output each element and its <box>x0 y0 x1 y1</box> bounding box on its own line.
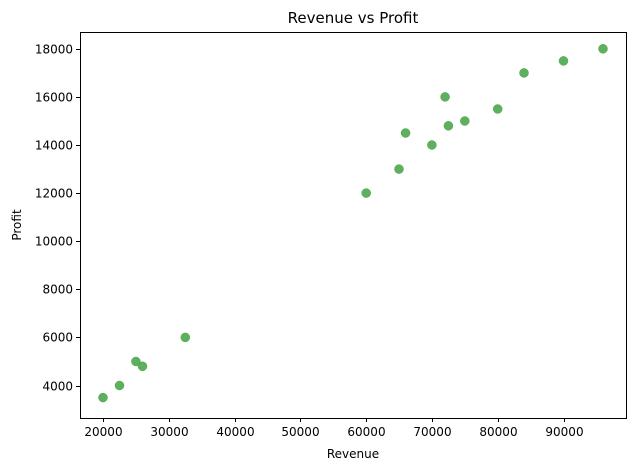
x-tick-label: 90000 <box>545 425 583 439</box>
x-axis-ticks: 20000 30000 40000 50000 60000 70000 80000 90000 <box>84 418 584 439</box>
data-point-7 <box>400 128 411 138</box>
x-tick-label: 40000 <box>216 425 254 439</box>
data-point-9 <box>440 92 450 102</box>
x-tick-label: 30000 <box>150 425 188 439</box>
x-tick-label: 70000 <box>413 425 451 439</box>
y-tick-label: 16000 <box>35 91 73 105</box>
y-tick-label: 18000 <box>35 43 73 57</box>
data-point-10 <box>443 121 454 131</box>
data-point-12 <box>492 104 503 114</box>
x-tick-label: 80000 <box>479 425 517 439</box>
axes-frame <box>80 32 627 419</box>
data-point-13 <box>519 68 529 78</box>
y-tick-label: 14000 <box>35 139 73 153</box>
x-tick-label: 20000 <box>84 425 122 439</box>
plot-area <box>98 44 608 403</box>
y-tick-label: 12000 <box>35 187 73 201</box>
data-point-0 <box>98 392 108 403</box>
y-tick-label: 4000 <box>42 380 73 394</box>
y-tick-label: 6000 <box>42 331 73 345</box>
y-axis-label: Profit <box>10 209 24 241</box>
y-tick-label: 10000 <box>35 235 73 249</box>
x-axis-label: Revenue <box>327 447 379 461</box>
data-point-8 <box>427 140 437 150</box>
data-point-11 <box>460 116 470 126</box>
x-tick-label: 50000 <box>281 425 319 439</box>
y-axis-ticks: 4000 6000 8000 10000 12000 14000 16000 18000 <box>35 43 80 394</box>
x-tick-label: 60000 <box>347 425 385 439</box>
data-point-6 <box>394 164 404 174</box>
y-tick-label: 8000 <box>42 283 73 297</box>
data-point-2 <box>131 356 141 367</box>
data-point-14 <box>558 56 569 66</box>
data-point-5 <box>361 188 371 198</box>
data-point-4 <box>180 332 191 343</box>
data-point-1 <box>114 380 125 391</box>
data-point-15 <box>598 44 608 54</box>
chart-title: Revenue vs Profit <box>288 9 419 27</box>
data-point-3 <box>137 361 148 372</box>
